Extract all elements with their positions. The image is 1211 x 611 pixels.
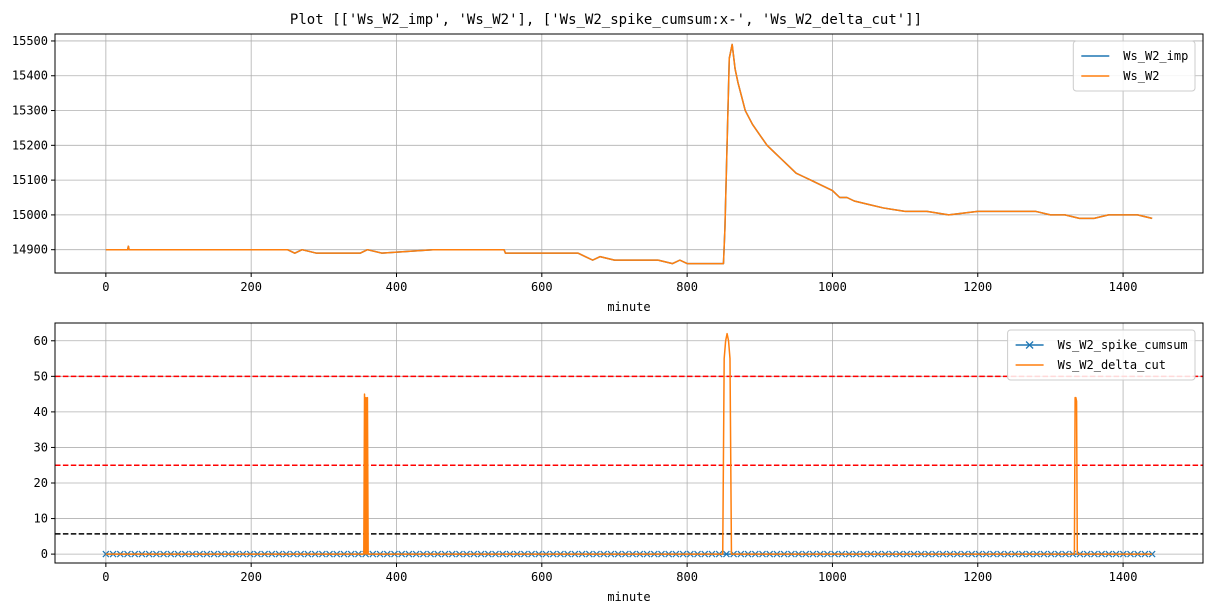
axes-frame (54, 33, 1204, 274)
legend-label: Ws_W2 (1123, 69, 1159, 83)
x-tick-label: 400 (386, 570, 408, 584)
y-tick-label: 50 (34, 369, 48, 383)
y-tick-label: 15000 (12, 208, 48, 222)
y-tick-label: 60 (34, 334, 48, 348)
legend-marker (1025, 341, 1034, 349)
y-tick-label: 20 (34, 476, 48, 490)
x-tick-label: 800 (676, 570, 698, 584)
legend-box (1072, 40, 1196, 92)
x-tick-label: 200 (240, 280, 262, 294)
x-axis-label: minute (607, 300, 650, 314)
bottom-plot: 0 200 400 600 800 1000 1200 1400 0 10 20 30 40 50 60 mi… (34, 322, 1204, 604)
y-tick-label: 14900 (12, 243, 48, 257)
x-tick-label: 600 (531, 570, 553, 584)
y-tick-label: 30 (34, 440, 48, 454)
legend-box (1007, 329, 1196, 381)
x-tick-label: 1200 (963, 280, 992, 294)
legend-label: Ws_W2_imp (1123, 49, 1188, 63)
y-tick-label: 15500 (12, 34, 48, 48)
y-tick-label: 40 (34, 405, 48, 419)
top-plot: 0 200 400 600 800 1000 1200 1400 14900 15000 15100… (12, 33, 1204, 314)
x-tick-label: 1000 (818, 570, 847, 584)
series-line-Ws_W2_delta_cut (105, 332, 1153, 555)
legend: Ws_W2_imp Ws_W2 (1072, 40, 1196, 92)
series-line-Ws_W2 (105, 43, 1153, 265)
figure-title: Plot [['Ws_W2_imp', 'Ws_W2'], ['Ws_W2_sp… (290, 12, 922, 28)
x-tick-label: 800 (676, 280, 698, 294)
legend-label: Ws_W2_spike_cumsum (1058, 338, 1188, 352)
y-tick-label: 0 (41, 547, 48, 561)
y-tick-label: 15400 (12, 69, 48, 83)
y-tick-label: 10 (34, 512, 48, 526)
series-marker (722, 550, 730, 558)
x-tick-label: 400 (386, 280, 408, 294)
y-tick-label: 15100 (12, 173, 48, 187)
x-tick-label: 200 (240, 570, 262, 584)
axes-frame (54, 322, 1204, 564)
x-tick-label: 1200 (963, 570, 992, 584)
x-tick-label: 1400 (1109, 570, 1138, 584)
y-tick-label: 15200 (12, 138, 48, 152)
x-tick-label: 600 (531, 280, 553, 294)
y-tick-label: 15300 (12, 104, 48, 118)
plot-area (105, 43, 1153, 265)
x-tick-label: 0 (102, 280, 109, 294)
legend: Ws_W2_spike_cumsum Ws_W2_delta_cut (1007, 329, 1196, 381)
x-tick-label: 1400 (1109, 280, 1138, 294)
x-tick-label: 1000 (818, 280, 847, 294)
x-axis-label: minute (607, 590, 650, 604)
grid (55, 34, 1203, 273)
x-tick-label: 0 (102, 570, 109, 584)
legend-label: Ws_W2_delta_cut (1058, 358, 1166, 372)
